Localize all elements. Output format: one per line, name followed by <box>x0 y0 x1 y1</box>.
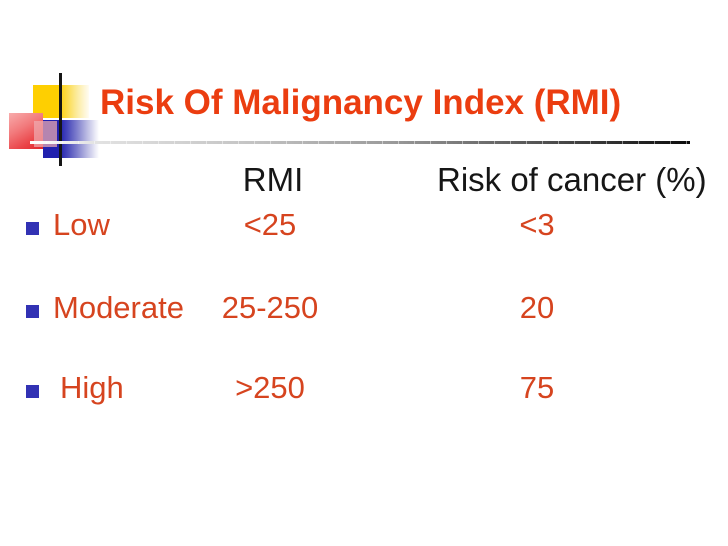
decor-pink-overlay-square-icon <box>34 121 57 147</box>
cancer-risk-value: 75 <box>519 370 555 405</box>
table-row-moderate: Moderate 25-250 20 <box>0 290 728 334</box>
cancer-risk-value: <3 <box>519 207 555 242</box>
rmi-range-value: <25 <box>243 207 297 242</box>
risk-level-label: Moderate <box>53 290 184 325</box>
bullet-square-icon <box>26 305 39 318</box>
slide-title: Risk Of Malignancy Index (RMI) <box>100 83 622 122</box>
bullet-square-icon <box>26 222 39 235</box>
table-row-low: Low <25 <3 <box>0 207 728 251</box>
bullet-square-icon <box>26 385 39 398</box>
column-header-risk-of-cancer: Risk of cancer (%) <box>437 161 707 198</box>
rmi-range-value: 25-250 <box>221 290 319 325</box>
column-header-rmi: RMI <box>242 161 304 198</box>
decor-vertical-line <box>59 73 62 166</box>
cancer-risk-value: 20 <box>519 290 555 325</box>
table-row-high: High >250 75 <box>0 370 728 414</box>
rmi-range-value: >250 <box>235 370 305 405</box>
title-divider-line <box>30 141 690 144</box>
risk-level-label: High <box>60 370 124 405</box>
risk-level-label: Low <box>53 207 110 242</box>
